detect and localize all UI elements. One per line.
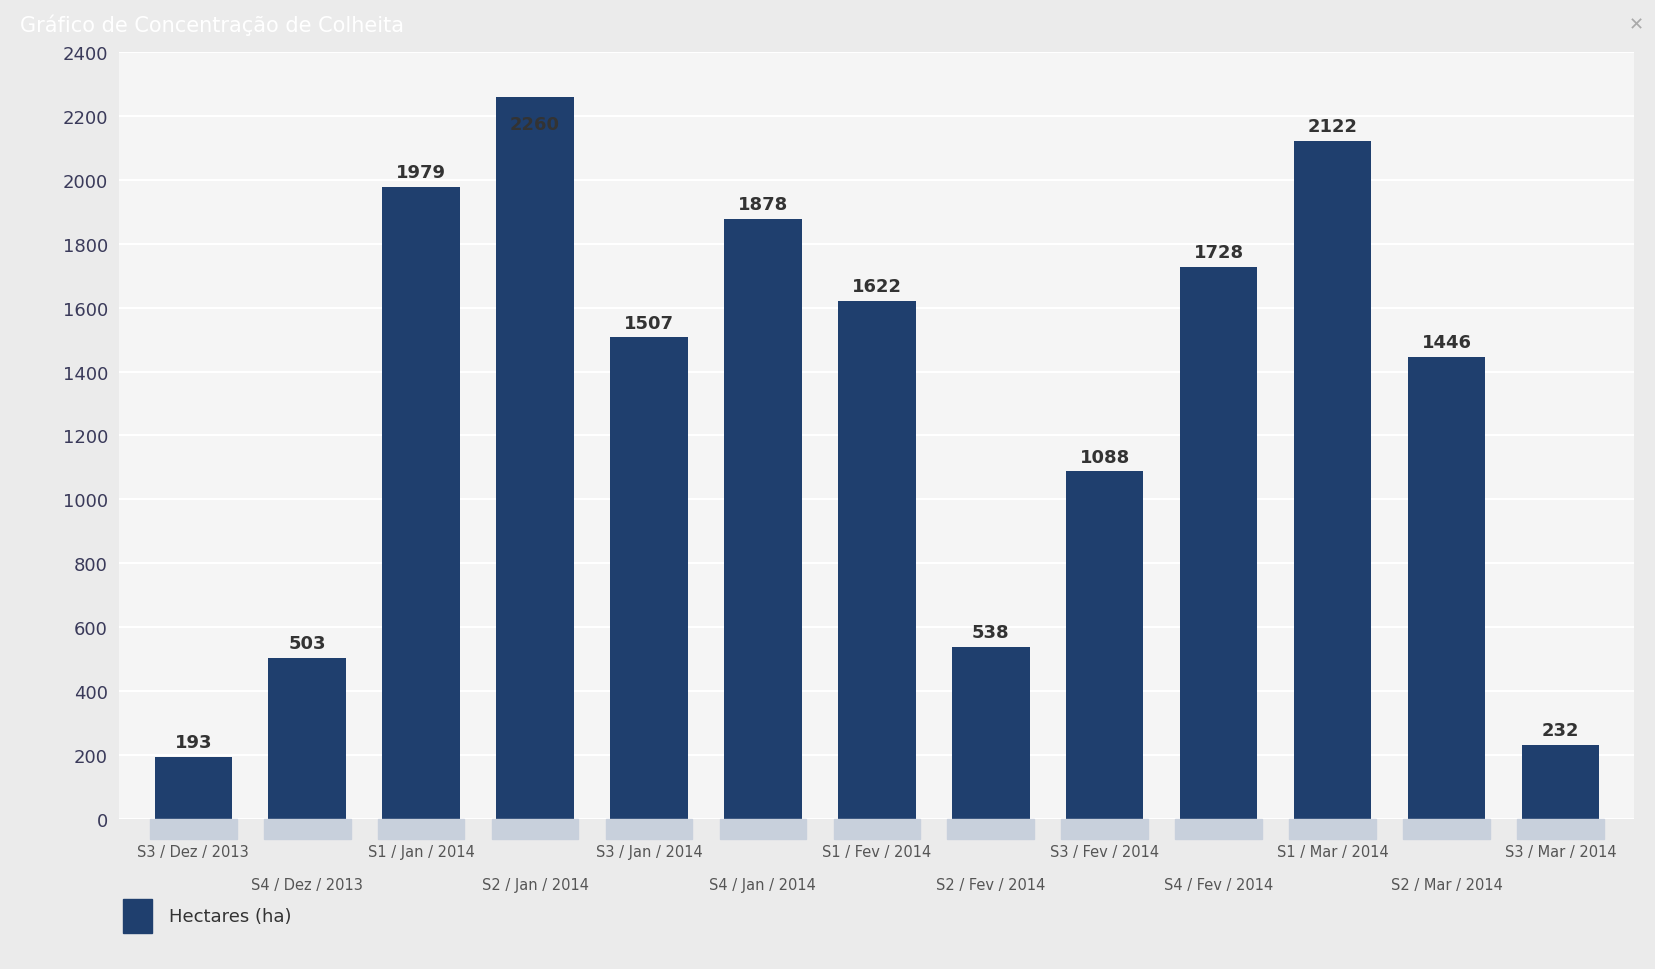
Text: 503: 503 xyxy=(288,635,326,653)
Bar xyxy=(1514,53,1604,819)
Bar xyxy=(1175,819,1261,839)
Bar xyxy=(1066,472,1142,819)
Bar xyxy=(837,301,915,819)
Bar xyxy=(382,188,460,819)
Bar xyxy=(723,220,801,819)
Text: S1 / Mar / 2014: S1 / Mar / 2014 xyxy=(1276,844,1387,859)
Bar xyxy=(720,819,806,839)
Bar xyxy=(490,53,579,819)
Text: 2260: 2260 xyxy=(510,115,559,134)
Text: 1622: 1622 xyxy=(851,278,902,296)
Bar xyxy=(611,338,687,819)
Text: S2 / Mar / 2014: S2 / Mar / 2014 xyxy=(1390,877,1501,892)
Bar xyxy=(604,53,693,819)
Bar xyxy=(606,819,692,839)
Text: S1 / Jan / 2014: S1 / Jan / 2014 xyxy=(367,844,475,859)
Bar xyxy=(1402,53,1490,819)
Text: S4 / Dez / 2013: S4 / Dez / 2013 xyxy=(252,877,362,892)
Bar xyxy=(1402,819,1490,839)
Bar xyxy=(492,819,578,839)
Bar xyxy=(263,819,351,839)
Text: S2 / Jan / 2014: S2 / Jan / 2014 xyxy=(482,877,588,892)
Bar xyxy=(1516,819,1602,839)
Bar xyxy=(1289,819,1375,839)
Bar xyxy=(1178,267,1256,819)
Bar xyxy=(268,658,346,819)
Text: 1088: 1088 xyxy=(1079,448,1129,466)
Bar xyxy=(1521,745,1599,819)
Text: 1446: 1446 xyxy=(1420,334,1471,352)
Text: 538: 538 xyxy=(971,623,1010,641)
Bar xyxy=(832,819,920,839)
Text: ✕: ✕ xyxy=(1627,16,1643,34)
Bar xyxy=(154,757,232,819)
Bar xyxy=(122,899,152,932)
Bar xyxy=(1061,819,1147,839)
Text: Gráfico de Concentração de Colheita: Gráfico de Concentração de Colheita xyxy=(20,15,404,36)
Text: S4 / Fev / 2014: S4 / Fev / 2014 xyxy=(1163,877,1273,892)
Bar xyxy=(376,53,465,819)
Bar xyxy=(947,819,1033,839)
Bar xyxy=(1173,53,1263,819)
Text: S1 / Fev / 2014: S1 / Fev / 2014 xyxy=(823,844,930,859)
Text: 232: 232 xyxy=(1541,721,1579,739)
Bar xyxy=(149,53,238,819)
Text: Hectares (ha): Hectares (ha) xyxy=(169,907,291,924)
Bar xyxy=(832,53,920,819)
Text: 2122: 2122 xyxy=(1307,118,1357,137)
Bar xyxy=(952,647,1029,819)
Text: 193: 193 xyxy=(174,734,212,752)
Bar xyxy=(377,819,463,839)
Text: S3 / Jan / 2014: S3 / Jan / 2014 xyxy=(596,844,702,859)
Text: S4 / Jan / 2014: S4 / Jan / 2014 xyxy=(708,877,816,892)
Bar xyxy=(1407,358,1485,819)
Text: S3 / Dez / 2013: S3 / Dez / 2013 xyxy=(137,844,248,859)
Text: S3 / Mar / 2014: S3 / Mar / 2014 xyxy=(1504,844,1615,859)
Text: 1728: 1728 xyxy=(1193,244,1243,262)
Bar xyxy=(718,53,808,819)
Bar xyxy=(945,53,1034,819)
Bar xyxy=(496,98,574,819)
Bar xyxy=(1059,53,1149,819)
Text: 1979: 1979 xyxy=(396,164,445,182)
Text: 1507: 1507 xyxy=(624,314,674,332)
Text: S3 / Fev / 2014: S3 / Fev / 2014 xyxy=(1049,844,1158,859)
Bar xyxy=(151,819,237,839)
Text: S2 / Fev / 2014: S2 / Fev / 2014 xyxy=(935,877,1044,892)
Bar xyxy=(263,53,351,819)
Text: 1878: 1878 xyxy=(738,196,788,214)
Bar xyxy=(1293,142,1370,819)
Bar xyxy=(1288,53,1377,819)
